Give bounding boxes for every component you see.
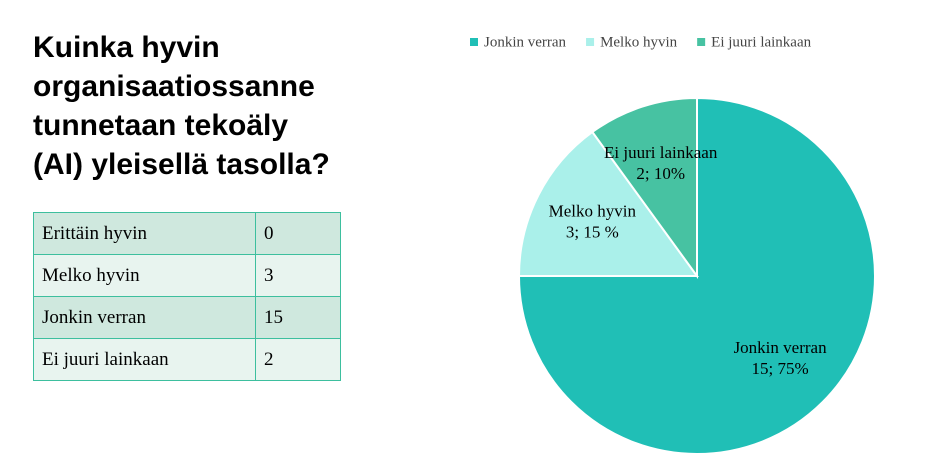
data-table: Erittäin hyvin 0 Melko hyvin 3 Jonkin verran… <box>33 212 341 381</box>
title-line: tunnetaan tekoäly <box>33 109 289 142</box>
table-cell: 15 <box>255 296 341 339</box>
data-label-value: 15; 75% <box>752 359 809 378</box>
table-cell: 3 <box>255 254 341 297</box>
legend-label: Ei juuri lainkaan <box>711 34 811 50</box>
data-label-category: Melko hyvin <box>549 202 637 221</box>
table-cell: Erittäin hyvin <box>33 212 256 255</box>
data-label-value: 3; 15 % <box>566 223 619 242</box>
table-cell: 0 <box>255 212 341 255</box>
legend-marker <box>470 38 478 46</box>
legend-marker <box>586 38 595 46</box>
title-line: organisaatiossanne <box>33 70 315 103</box>
data-label-category: Ei juuri lainkaan <box>604 143 718 162</box>
title-line: (AI) yleisellä tasolla? <box>33 148 330 181</box>
table-cell: 2 <box>255 338 341 381</box>
pie-slice <box>590 96 698 280</box>
title-line: Kuinka hyvin <box>33 31 220 64</box>
table-cell: Melko hyvin <box>33 254 256 297</box>
legend-label: Jonkin verran <box>484 34 567 50</box>
pie-slice <box>517 96 876 455</box>
data-label-category: Jonkin verran <box>734 338 828 357</box>
data-label-value: 2; 10% <box>636 164 685 183</box>
title: Kuinka hyvin organisaatiossanne tunnetaan … <box>33 28 330 184</box>
legend-label: Melko hyvin <box>600 34 678 50</box>
table-row: Jonkin verran 15 <box>33 296 341 339</box>
legend-marker <box>697 38 706 46</box>
table-row: Ei juuri lainkaan 2 <box>33 338 341 381</box>
table-cell: Ei juuri lainkaan <box>33 338 256 381</box>
table-row: Erittäin hyvin 0 <box>33 212 341 255</box>
table-cell: Jonkin verran <box>33 296 256 339</box>
table-row: Melko hyvin 3 <box>33 254 341 297</box>
pie-slice <box>517 130 699 277</box>
